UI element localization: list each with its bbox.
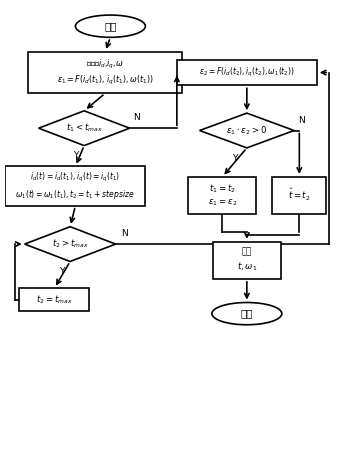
Text: $t_2=t_{max}$: $t_2=t_{max}$ <box>36 293 73 306</box>
Text: $\varepsilon_2=F(i_d(t_2),i_q(t_2),\omega_1(t_2))$: $\varepsilon_2=F(i_d(t_2),i_q(t_2),\omeg… <box>199 66 295 79</box>
Polygon shape <box>25 227 116 261</box>
Text: N: N <box>133 113 140 122</box>
Text: $t_2>t_{max}$: $t_2>t_{max}$ <box>52 238 88 250</box>
FancyBboxPatch shape <box>213 242 281 279</box>
Polygon shape <box>200 113 294 148</box>
Text: $\hat{t}=t_2$: $\hat{t}=t_2$ <box>288 187 311 204</box>
FancyBboxPatch shape <box>28 52 182 93</box>
Text: $\varepsilon_1\cdot\varepsilon_2>0$: $\varepsilon_1\cdot\varepsilon_2>0$ <box>226 124 267 137</box>
FancyBboxPatch shape <box>177 60 317 85</box>
Text: N: N <box>121 229 128 239</box>
FancyBboxPatch shape <box>20 288 89 311</box>
Text: 结束: 结束 <box>241 309 253 319</box>
Text: $t_1=t_2$
$\varepsilon_1=\varepsilon_2$: $t_1=t_2$ $\varepsilon_1=\varepsilon_2$ <box>208 182 237 208</box>
Text: Y: Y <box>232 153 237 163</box>
Text: N: N <box>298 116 304 125</box>
Text: Y: Y <box>59 267 64 276</box>
Text: $t_1<t_{max}$: $t_1<t_{max}$ <box>66 122 103 134</box>
Text: 开始: 开始 <box>104 21 117 31</box>
Text: 返回
$t,\omega_1$: 返回 $t,\omega_1$ <box>237 248 257 273</box>
Text: Y: Y <box>73 151 78 160</box>
FancyBboxPatch shape <box>272 177 326 214</box>
Polygon shape <box>39 111 130 146</box>
FancyBboxPatch shape <box>188 177 256 214</box>
FancyBboxPatch shape <box>5 166 145 206</box>
Text: 初始化$i_d$,$i_q$,$\omega$
$\varepsilon_1=F(i_d(t_1),i_q(t_1),\omega(t_1))$: 初始化$i_d$,$i_q$,$\omega$ $\varepsilon_1=F… <box>57 58 153 87</box>
Ellipse shape <box>75 15 145 37</box>
Ellipse shape <box>212 303 282 325</box>
Text: $i_d(t)=i_d(t_1),i_q(t)=i_q(t_1)$
$\omega_1(t)=\omega_1(t_1),t_2=t_1+stepsize$: $i_d(t)=i_d(t_1),i_q(t)=i_q(t_1)$ $\omeg… <box>16 171 135 201</box>
